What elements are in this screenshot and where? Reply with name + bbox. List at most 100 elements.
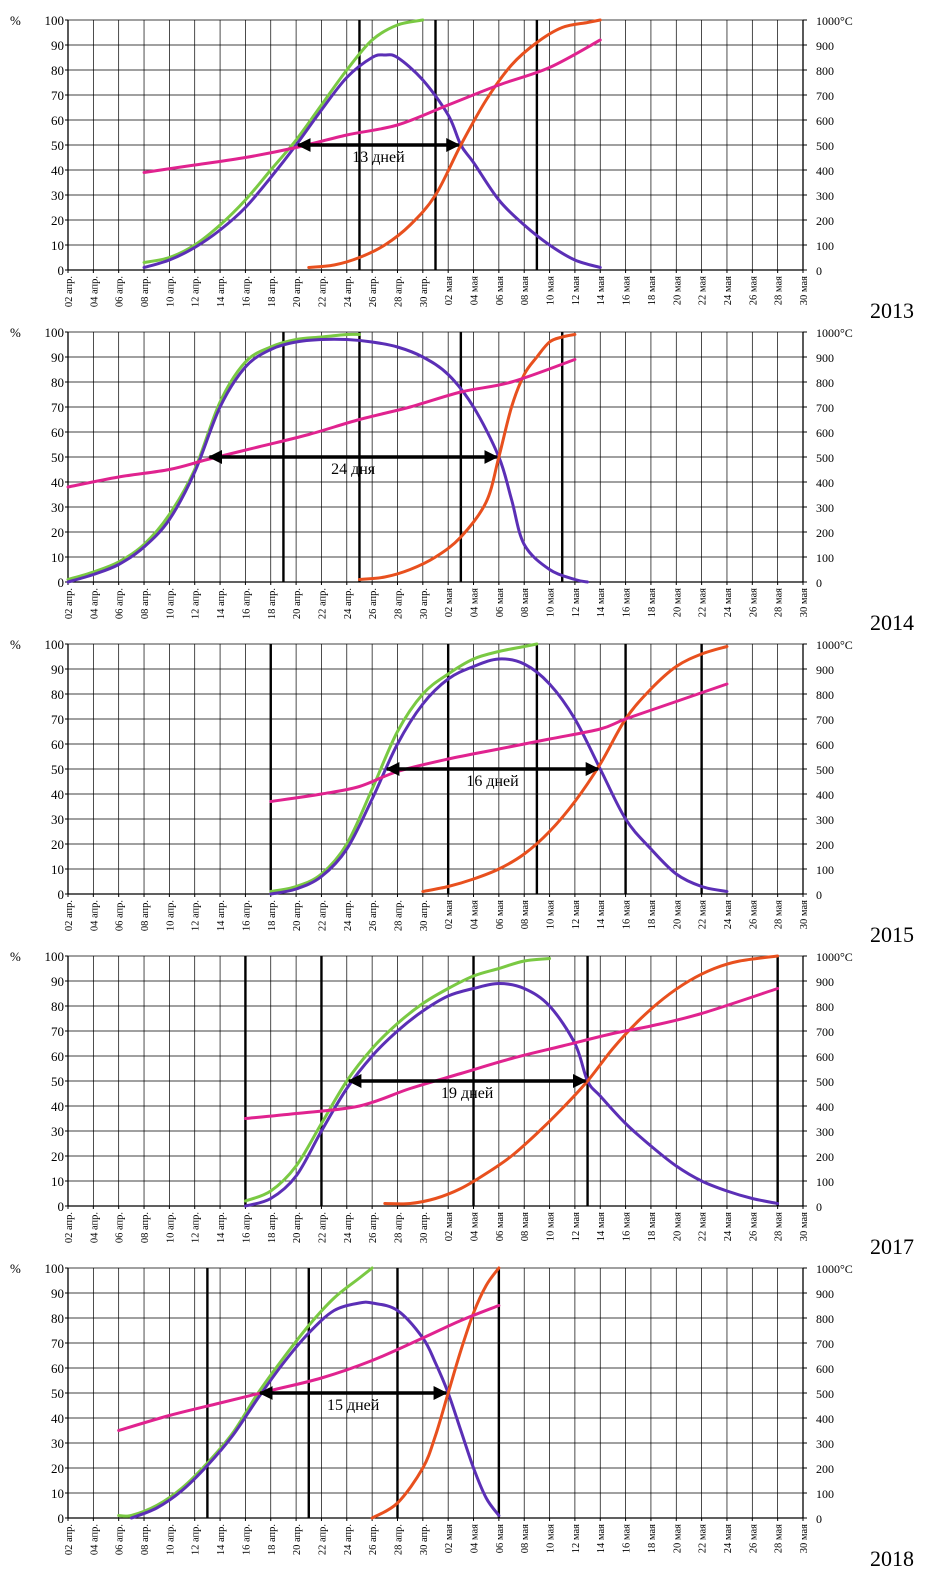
- x-tick-label: 14 апр.: [216, 900, 227, 931]
- y-right-tick-label: 1000°C: [816, 638, 853, 652]
- y-left-tick-label: 20: [51, 837, 64, 852]
- x-tick-label: 26 мая: [748, 588, 759, 617]
- x-tick-label: 06 мая: [495, 900, 506, 929]
- x-tick-label: 12 мая: [571, 276, 582, 305]
- x-tick-label: 24 мая: [723, 588, 734, 617]
- y-right-tick-label: 500: [816, 451, 834, 465]
- y-left-tick-label: 40: [51, 787, 64, 802]
- x-tick-label: 12 мая: [571, 1524, 582, 1553]
- y-right-tick-label: 700: [816, 89, 834, 103]
- y-right-tick-label: 1000°C: [816, 1262, 853, 1276]
- y-left-tick-label: 70: [51, 88, 64, 103]
- y-right-tick-label: 500: [816, 1387, 834, 1401]
- y-right-tick-label: 500: [816, 139, 834, 153]
- x-tick-label: 08 апр.: [140, 276, 151, 307]
- x-tick-label: 16 мая: [622, 1524, 633, 1553]
- series-line-magenta: [142, 38, 602, 174]
- x-tick-label: 02 мая: [444, 588, 455, 617]
- series-line-purple: [142, 53, 602, 269]
- x-tick-label: 10 апр.: [165, 900, 176, 931]
- y-right-tick-label: 800: [816, 1000, 834, 1014]
- year-label: 2015: [870, 922, 914, 947]
- y-right-tick-label: 300: [816, 501, 834, 515]
- x-tick-label: 06 мая: [495, 276, 506, 305]
- y-right-tick-label: 400: [816, 788, 834, 802]
- y-right-tick-label: 200: [816, 214, 834, 228]
- duration-label: 13 дней: [352, 149, 405, 166]
- x-tick-label: 24 апр.: [343, 900, 354, 931]
- x-tick-label: 04 мая: [470, 1524, 481, 1553]
- y-left-tick-label: 0: [58, 575, 65, 590]
- y-left-tick-label: 10: [51, 1486, 64, 1501]
- x-tick-label: 24 мая: [723, 1524, 734, 1553]
- x-tick-label: 04 апр.: [89, 900, 100, 931]
- x-tick-label: 08 мая: [520, 1524, 531, 1553]
- y-right-tick-label: 100: [816, 1487, 834, 1501]
- y-left-axis-label: %: [10, 13, 21, 28]
- y-left-tick-label: 0: [58, 1511, 65, 1526]
- duration-label: 19 дней: [441, 1085, 494, 1102]
- x-tick-label: 12 мая: [571, 588, 582, 617]
- y-left-tick-label: 30: [51, 1124, 64, 1139]
- y-left-tick-label: 20: [51, 213, 64, 228]
- y-right-tick-label: 200: [816, 1150, 834, 1164]
- y-right-tick-label: 200: [816, 526, 834, 540]
- x-tick-label: 02 мая: [444, 900, 455, 929]
- y-left-tick-label: 10: [51, 862, 64, 877]
- y-left-tick-label: 90: [51, 1286, 64, 1301]
- x-tick-label: 26 апр.: [368, 1212, 379, 1243]
- x-tick-label: 20 апр.: [292, 276, 303, 307]
- y-left-tick-label: 60: [51, 1049, 64, 1064]
- y-right-tick-label: 700: [816, 1337, 834, 1351]
- x-tick-label: 18 апр.: [267, 1524, 278, 1555]
- series-line-orange: [383, 954, 780, 1206]
- x-tick-label: 14 апр.: [216, 276, 227, 307]
- x-tick-label: 10 апр.: [165, 276, 176, 307]
- y-right-tick-label: 600: [816, 114, 834, 128]
- x-tick-label: 12 апр.: [191, 900, 202, 931]
- y-right-tick-label: 0: [816, 264, 822, 278]
- y-right-tick-label: 800: [816, 376, 834, 390]
- y-left-tick-label: 20: [51, 1149, 64, 1164]
- y-right-tick-label: 900: [816, 975, 834, 989]
- x-tick-label: 28 мая: [774, 1212, 785, 1241]
- x-tick-label: 16 апр.: [241, 1524, 252, 1555]
- x-tick-label: 14 мая: [596, 588, 607, 617]
- y-left-tick-label: 10: [51, 1174, 64, 1189]
- x-tick-label: 30 мая: [799, 900, 810, 929]
- y-left-tick-label: 90: [51, 974, 64, 989]
- chart-panel-2017: 0 10 20 30 40 50 60 70 80 90 100% 0 100 200 300 400 500 6…: [10, 949, 914, 1259]
- y-left-tick-label: 100: [45, 325, 65, 340]
- series-line-green: [117, 1266, 374, 1518]
- y-right-tick-label: 100: [816, 239, 834, 253]
- x-tick-label: 14 мая: [596, 1524, 607, 1553]
- y-left-axis-label: %: [10, 637, 21, 652]
- y-right-tick-label: 500: [816, 763, 834, 777]
- y-right-tick-label: 100: [816, 1175, 834, 1189]
- x-tick-label: 24 мая: [723, 1212, 734, 1241]
- x-tick-label: 30 мая: [799, 1212, 810, 1241]
- x-tick-label: 28 мая: [774, 1524, 785, 1553]
- y-left-tick-label: 100: [45, 1261, 65, 1276]
- y-right-tick-label: 900: [816, 1287, 834, 1301]
- y-left-tick-label: 80: [51, 1311, 64, 1326]
- x-tick-label: 30 апр.: [419, 588, 430, 619]
- x-tick-label: 28 мая: [774, 276, 785, 305]
- y-right-tick-label: 0: [816, 576, 822, 590]
- x-tick-label: 28 апр.: [393, 588, 404, 619]
- x-tick-label: 28 апр.: [393, 1524, 404, 1555]
- x-tick-label: 02 апр.: [64, 276, 75, 307]
- series-line-purple: [269, 657, 729, 896]
- x-tick-label: 12 апр.: [191, 276, 202, 307]
- y-right-tick-label: 400: [816, 1100, 834, 1114]
- x-tick-label: 14 апр.: [216, 1212, 227, 1243]
- y-right-tick-label: 600: [816, 1050, 834, 1064]
- x-tick-label: 04 мая: [470, 588, 481, 617]
- x-tick-label: 12 мая: [571, 1212, 582, 1241]
- y-left-tick-label: 20: [51, 525, 64, 540]
- x-tick-label: 16 апр.: [241, 276, 252, 307]
- x-tick-label: 30 апр.: [419, 900, 430, 931]
- series-line-green: [142, 18, 425, 264]
- y-left-tick-label: 60: [51, 425, 64, 440]
- x-tick-label: 20 мая: [672, 900, 683, 929]
